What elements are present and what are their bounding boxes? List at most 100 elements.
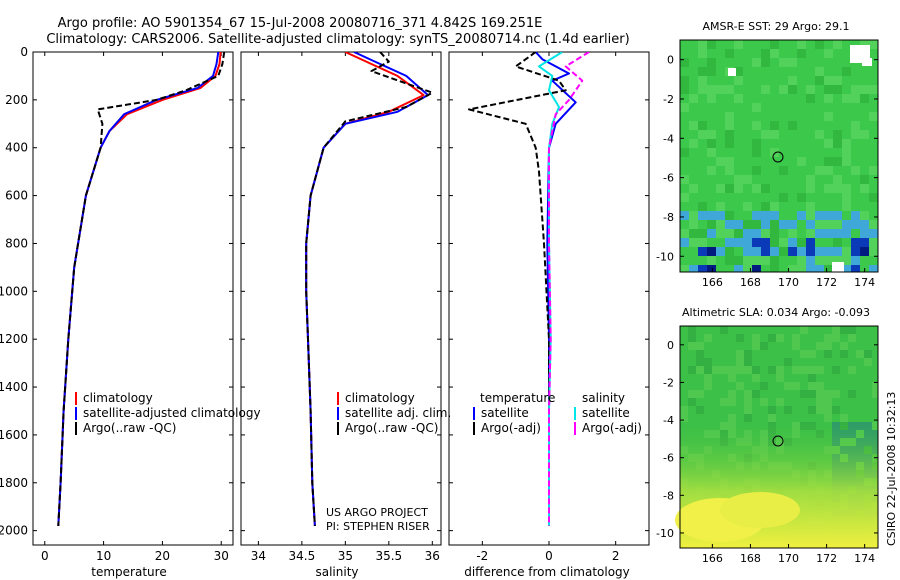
sst-cell xyxy=(743,238,752,247)
map-x-tick-label: 174 xyxy=(854,552,875,565)
sst-cell xyxy=(734,76,743,85)
sst-cell xyxy=(824,229,833,238)
sst-cell xyxy=(725,247,734,256)
x-tick-label: 0 xyxy=(545,549,553,563)
sla-peak-region xyxy=(720,492,800,528)
sst-x-ticks: 166 168 170 172 174 xyxy=(702,268,875,289)
sst-cell xyxy=(725,85,734,94)
sla-cell xyxy=(872,382,878,390)
sst-cell xyxy=(743,175,752,184)
sst-cell xyxy=(851,211,860,220)
legend-head-salinity: salinity xyxy=(582,391,625,405)
sst-cell xyxy=(806,220,815,229)
sst-cell xyxy=(725,184,734,193)
sla-cell xyxy=(736,350,744,358)
sst-cell xyxy=(734,94,743,103)
map-x-tick-label: 168 xyxy=(740,552,761,565)
sst-cell xyxy=(815,211,824,220)
sla-cell xyxy=(720,326,728,334)
sla-cell xyxy=(816,398,824,406)
sst-cell xyxy=(815,130,824,139)
sla-cell xyxy=(712,366,720,374)
sst-cell xyxy=(860,94,869,103)
sst-cell xyxy=(752,247,761,256)
sla-cell xyxy=(840,350,848,358)
sst-cell xyxy=(860,229,869,238)
x-tick-label: 36 xyxy=(425,549,440,563)
x-tick-label: 35.5 xyxy=(375,549,402,563)
sst-cell xyxy=(770,49,779,58)
salinity-lines xyxy=(305,52,434,526)
sst-cell xyxy=(833,220,842,229)
sst-cell xyxy=(680,58,689,67)
legend-satellite: satellite-adjusted climatology xyxy=(83,406,261,420)
sst-cell xyxy=(770,130,779,139)
sst-cell xyxy=(734,238,743,247)
sst-cell xyxy=(689,121,698,130)
sst-cell xyxy=(842,139,851,148)
sst-cell xyxy=(743,229,752,238)
sst-cell xyxy=(725,229,734,238)
depth-tick-label: 800 xyxy=(5,236,28,250)
sst-cell xyxy=(689,265,698,272)
legend-climatology: climatology xyxy=(83,391,153,405)
map-x-tick-label: 170 xyxy=(778,276,799,289)
sst-cell xyxy=(869,265,878,272)
sst-cell xyxy=(869,112,878,121)
sst-cell xyxy=(797,193,806,202)
sst-cell xyxy=(842,256,851,265)
sla-cell xyxy=(792,342,800,350)
sst-cell xyxy=(797,211,806,220)
sst-cell xyxy=(770,229,779,238)
sst-cell xyxy=(761,85,770,94)
sst-cell xyxy=(806,184,815,193)
sst-cell xyxy=(770,148,779,157)
sst-cell xyxy=(842,193,851,202)
sla-cell xyxy=(768,406,776,414)
sst-cell xyxy=(716,157,725,166)
sst-cell xyxy=(842,247,851,256)
sla-cell xyxy=(832,406,840,414)
sst-cell xyxy=(770,211,779,220)
sla-cell xyxy=(728,390,736,398)
sla-cell xyxy=(696,390,704,398)
sst-cell xyxy=(851,85,860,94)
sla-cell xyxy=(688,398,696,406)
x-tick-label: -2 xyxy=(476,549,488,563)
depth-ticks: 0 200 400 600 800 1000 1200 1400 1600 1800 2000 xyxy=(0,45,649,538)
sst-cell xyxy=(833,238,842,247)
sla-cell xyxy=(776,366,784,374)
sla-argo-marker xyxy=(772,435,784,447)
sla-cell xyxy=(760,398,768,406)
title-line-2: Climatology: CARS2006. Satellite-adjuste… xyxy=(46,32,629,47)
sst-cell xyxy=(806,265,815,272)
sst-cell xyxy=(680,76,689,85)
sst-cell xyxy=(761,256,770,265)
sst-cell xyxy=(725,157,734,166)
sst-cell xyxy=(833,85,842,94)
sst-cell xyxy=(842,202,851,211)
sst-cell xyxy=(725,256,734,265)
difference-legend: temperature salinity satellite Argo(-adj… xyxy=(473,391,642,435)
sla-cell xyxy=(760,382,768,390)
depth-tick-label: 1400 xyxy=(0,380,28,394)
sst-cell xyxy=(833,247,842,256)
sst-cell xyxy=(770,238,779,247)
x-tick-label: 10 xyxy=(96,549,111,563)
sst-cell xyxy=(698,85,707,94)
sst-cell xyxy=(734,229,743,238)
sla-cell xyxy=(696,350,704,358)
sst-cell xyxy=(842,157,851,166)
map-y-tick-label: -10 xyxy=(656,527,674,540)
sst-cell xyxy=(833,184,842,193)
sst-cell xyxy=(689,139,698,148)
series-line-climatology xyxy=(305,52,425,526)
sst-cell xyxy=(824,76,833,85)
map-y-tick-label: 0 xyxy=(667,54,674,67)
sst-cell xyxy=(824,49,833,58)
sla-cell xyxy=(704,382,712,390)
sst-cell xyxy=(815,265,824,272)
series-line-salinity-satellite xyxy=(538,52,563,526)
sst-cell xyxy=(860,130,869,139)
sla-cell xyxy=(792,366,800,374)
